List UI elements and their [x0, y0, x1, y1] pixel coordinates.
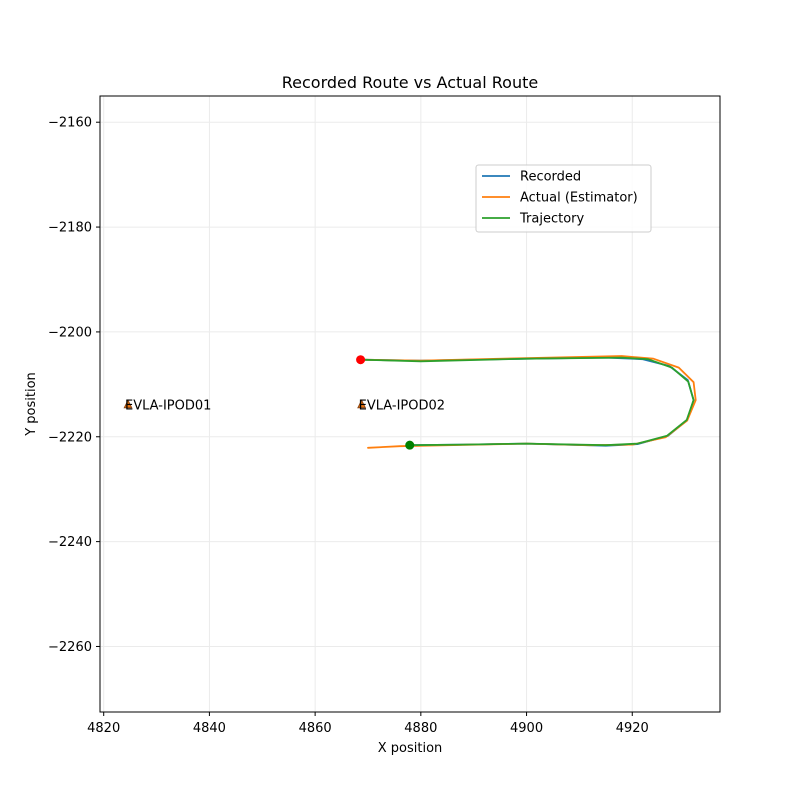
start-marker: [356, 355, 366, 365]
endpoint-markers: [356, 355, 415, 450]
legend: Recorded Actual (Estimator) Trajectory: [475, 164, 652, 233]
station-annotations: EVLA-IPOD01 EVLA-IPOD02: [123, 398, 445, 413]
x-tick-label: 4880: [404, 721, 437, 736]
y-tick-label: −2260: [48, 640, 92, 655]
x-tick-label: 4920: [616, 721, 649, 736]
series-lines: [359, 355, 697, 449]
legend-label-2: Actual (Estimator): [520, 191, 638, 206]
x-axis-label: X position: [378, 741, 443, 756]
y-axis-ticks: −2160 −2180 −2200 −2220 −2240 −2260: [48, 116, 100, 655]
y-tick-label: −2200: [48, 325, 92, 340]
plot-frame: [99, 95, 721, 713]
end-marker: [405, 440, 415, 450]
y-tick-label: −2180: [48, 221, 92, 236]
station-label: EVLA-IPOD01: [125, 398, 211, 413]
x-axis-ticks: 4820 4840 4860 4880 4900 4920: [87, 712, 649, 736]
x-tick-label: 4860: [299, 721, 332, 736]
station-marker-overlay: [358, 401, 365, 408]
legend-label-1: Recorded: [520, 170, 581, 185]
station-marker-overlay: [125, 401, 132, 408]
x-tick-label: 4820: [87, 721, 120, 736]
y-tick-label: −2160: [48, 116, 92, 131]
y-axis-label: Y position: [24, 372, 39, 437]
series-line-3: [359, 356, 695, 447]
x-tick-label: 4840: [193, 721, 226, 736]
x-tick-label: 4900: [510, 721, 543, 736]
y-tick-label: −2240: [48, 535, 92, 550]
y-tick-label: −2220: [48, 430, 92, 445]
chart-title: Recorded Route vs Actual Route: [282, 73, 538, 92]
legend-label-3: Trajectory: [519, 212, 584, 227]
station-label: EVLA-IPOD02: [359, 398, 445, 413]
legend-box: [475, 164, 652, 233]
